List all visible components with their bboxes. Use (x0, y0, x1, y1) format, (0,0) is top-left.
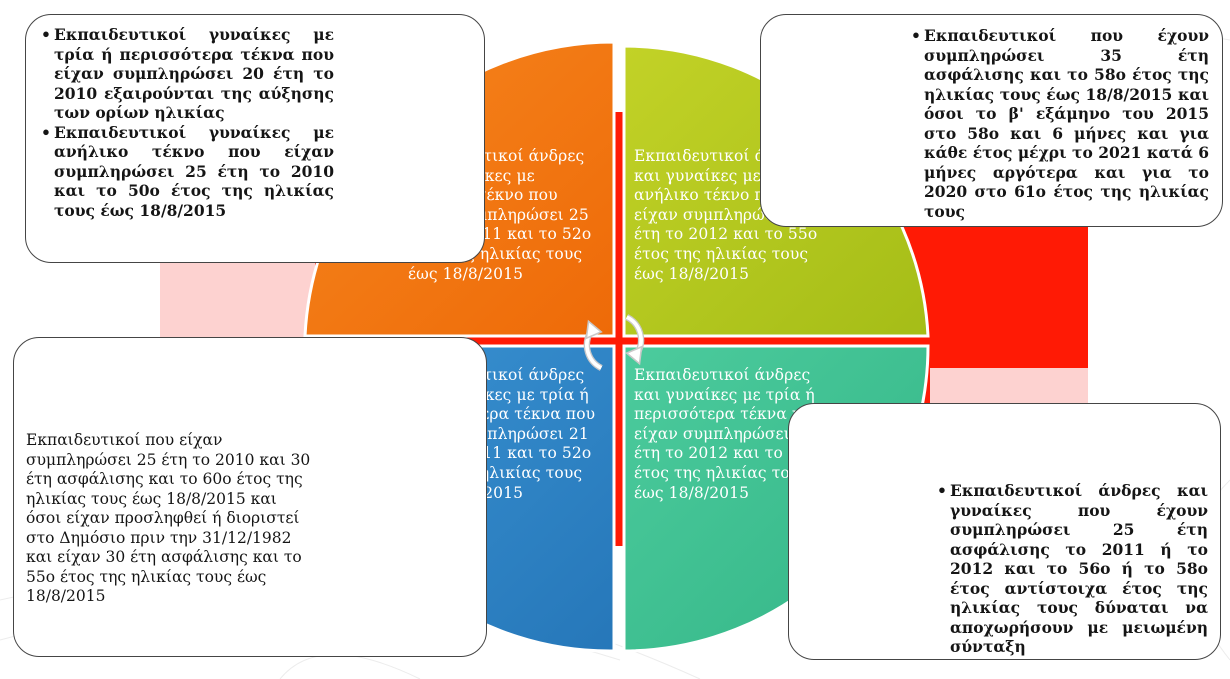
card-top-right: Εκπαιδευτικοί που έχουν συμπληρώσει 35 έ… (760, 14, 1223, 227)
card-bottom-right: Εκπαιδευτικοί άνδρες και γυναίκες που έχ… (788, 403, 1221, 660)
card-bottom-left: Εκπαιδευτικοί που είχαν συμπληρώσει 25 έ… (13, 337, 487, 657)
card-top-left-list: Εκπαιδευτικοί γυναίκες με τρία ή περισσό… (39, 25, 334, 220)
cycle-arrows-icon (583, 314, 645, 371)
card-bottom-right-item-1: Εκπαιδευτικοί άνδρες και γυναίκες που έχ… (935, 481, 1208, 657)
card-top-right-item-1: Εκπαιδευτικοί που έχουν συμπληρώσει 35 έ… (909, 26, 1209, 221)
card-top-left-item-1: Εκπαιδευτικοί γυναίκες με τρία ή περισσό… (39, 25, 334, 123)
card-top-right-list: Εκπαιδευτικοί που έχουν συμπληρώσει 35 έ… (909, 26, 1209, 221)
card-bottom-right-list: Εκπαιδευτικοί άνδρες και γυναίκες που έχ… (935, 481, 1208, 657)
card-top-left: Εκπαιδευτικοί γυναίκες με τρία ή περισσό… (25, 14, 485, 263)
quadrant-bottom-right-text: Εκπαιδευτικοί άνδρες και γυναίκες με τρί… (634, 366, 822, 502)
card-bottom-left-text: Εκπαιδευτικοί που είχαν συμπληρώσει 25 έ… (26, 431, 311, 605)
card-top-left-item-2: Εκπαιδευτικοί γυναίκες με ανήλικο τέκνο … (39, 123, 334, 221)
